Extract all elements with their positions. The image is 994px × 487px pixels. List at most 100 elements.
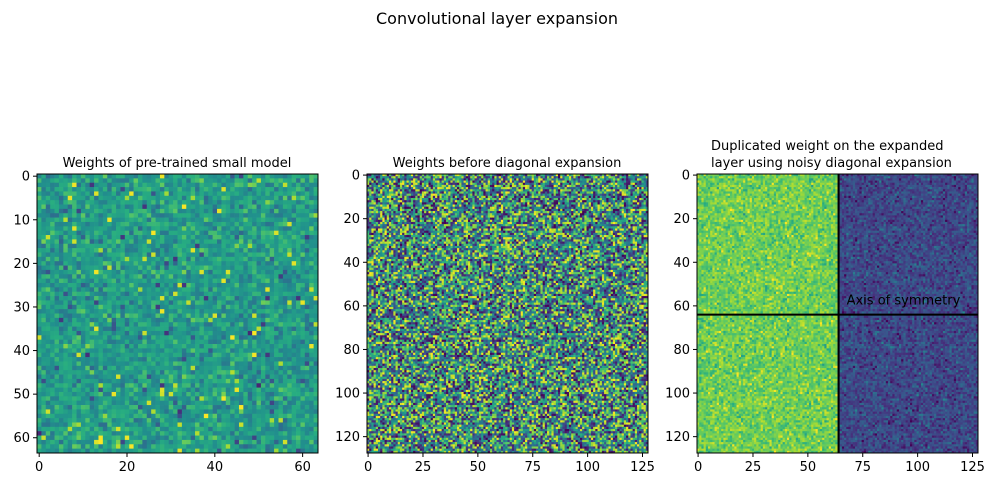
heatmap-cell [483, 182, 486, 186]
heatmap-cell [212, 326, 218, 332]
heatmap-cell [560, 174, 563, 177]
heatmap-cell [269, 287, 275, 293]
heatmap-cell [41, 309, 47, 314]
panel-2-title: Weights before diagonal expansion [393, 156, 622, 171]
heatmap-cell [260, 391, 266, 397]
heatmap-cell [41, 208, 47, 214]
heatmap-cell [595, 182, 598, 186]
heatmap-cell [159, 413, 165, 419]
heatmap-cell [265, 300, 271, 306]
heatmap-cell [133, 269, 139, 275]
heatmap-cell [159, 221, 165, 227]
heatmap-cell [102, 226, 108, 232]
heatmap-cell [221, 256, 227, 262]
heatmap-cell [181, 265, 187, 271]
heatmap-cell [208, 174, 213, 179]
heatmap-cell [98, 326, 104, 332]
heatmap-cell [571, 187, 574, 190]
heatmap-cell [221, 352, 227, 358]
heatmap-cell [203, 252, 209, 258]
heatmap-cell [133, 374, 139, 380]
heatmap-cell [234, 243, 240, 249]
heatmap-cell [478, 182, 482, 186]
heatmap-cell [590, 182, 594, 186]
heatmap-cell [415, 178, 418, 181]
heatmap-cell [304, 243, 310, 249]
heatmap-cell [89, 335, 95, 341]
heatmap-cell [72, 396, 77, 402]
heatmap-cell [173, 365, 178, 371]
heatmap-cell [432, 176, 436, 179]
heatmap-cell [186, 213, 192, 218]
heatmap-cell [159, 261, 165, 266]
heatmap-cell [234, 182, 240, 188]
heatmap-cell [45, 226, 51, 232]
heatmap-cell [452, 178, 456, 181]
heatmap-cell [274, 204, 279, 210]
heatmap-cell [85, 378, 91, 384]
heatmap-cell [76, 322, 82, 327]
heatmap-cell [380, 174, 383, 177]
heatmap-cell [151, 313, 156, 319]
heatmap-cell [195, 396, 200, 402]
heatmap-cell [85, 195, 91, 201]
heatmap-cell [80, 269, 86, 275]
heatmap-cell [72, 269, 77, 275]
heatmap-cell [129, 322, 134, 327]
heatmap-cell [291, 191, 297, 197]
heatmap-cell [137, 365, 143, 371]
heatmap-cell [67, 248, 73, 253]
heatmap-cell [278, 256, 284, 262]
heatmap-cell [155, 313, 161, 319]
heatmap-cell [63, 326, 69, 332]
heatmap-cell [124, 221, 130, 227]
heatmap-cell [137, 235, 143, 240]
heatmap-cell [50, 239, 55, 245]
heatmap-cell [94, 261, 99, 266]
heatmap-cell [142, 439, 148, 445]
heatmap-cell [98, 431, 104, 436]
heatmap-cell [373, 187, 377, 190]
heatmap-cell [186, 422, 192, 428]
heatmap-cell [238, 174, 244, 179]
heatmap-cell [111, 330, 117, 336]
heatmap-cell [186, 326, 192, 332]
heatmap-cell [476, 176, 480, 179]
heatmap-cell [217, 326, 222, 332]
heatmap-cell [133, 422, 139, 428]
heatmap-cell [72, 330, 77, 336]
heatmap-cell [133, 418, 139, 423]
heatmap-cell [230, 448, 235, 454]
heatmap-cell [151, 178, 156, 184]
heatmap-cell [291, 409, 297, 415]
heatmap-cell [116, 300, 121, 306]
heatmap-cell [41, 287, 47, 293]
heatmap-cell [274, 431, 279, 436]
heatmap-cell [129, 413, 134, 419]
heatmap-cell [54, 335, 60, 341]
heatmap-cell [50, 426, 55, 432]
heatmap-cell [465, 180, 469, 184]
heatmap-cell [313, 413, 319, 419]
heatmap-cell [551, 180, 554, 184]
heatmap-cell [208, 256, 213, 262]
heatmap-cell [111, 187, 117, 192]
heatmap-cell [58, 326, 64, 332]
heatmap-cell [102, 409, 108, 415]
heatmap-cell [155, 248, 161, 253]
heatmap-cell [274, 291, 279, 297]
heatmap-cell [208, 300, 213, 306]
heatmap-cell [252, 405, 257, 410]
heatmap-cell [225, 339, 231, 345]
heatmap-cell [296, 400, 301, 406]
heatmap-cell [94, 226, 99, 232]
heatmap-cell [212, 178, 218, 184]
heatmap-cell [94, 444, 99, 449]
heatmap-cell [45, 230, 51, 236]
heatmap-cell [142, 409, 148, 415]
heatmap-cell [116, 378, 121, 384]
heatmap-cell [142, 243, 148, 249]
heatmap-cell [252, 269, 257, 275]
heatmap-cell [256, 391, 262, 397]
heatmap-cell [313, 374, 319, 380]
